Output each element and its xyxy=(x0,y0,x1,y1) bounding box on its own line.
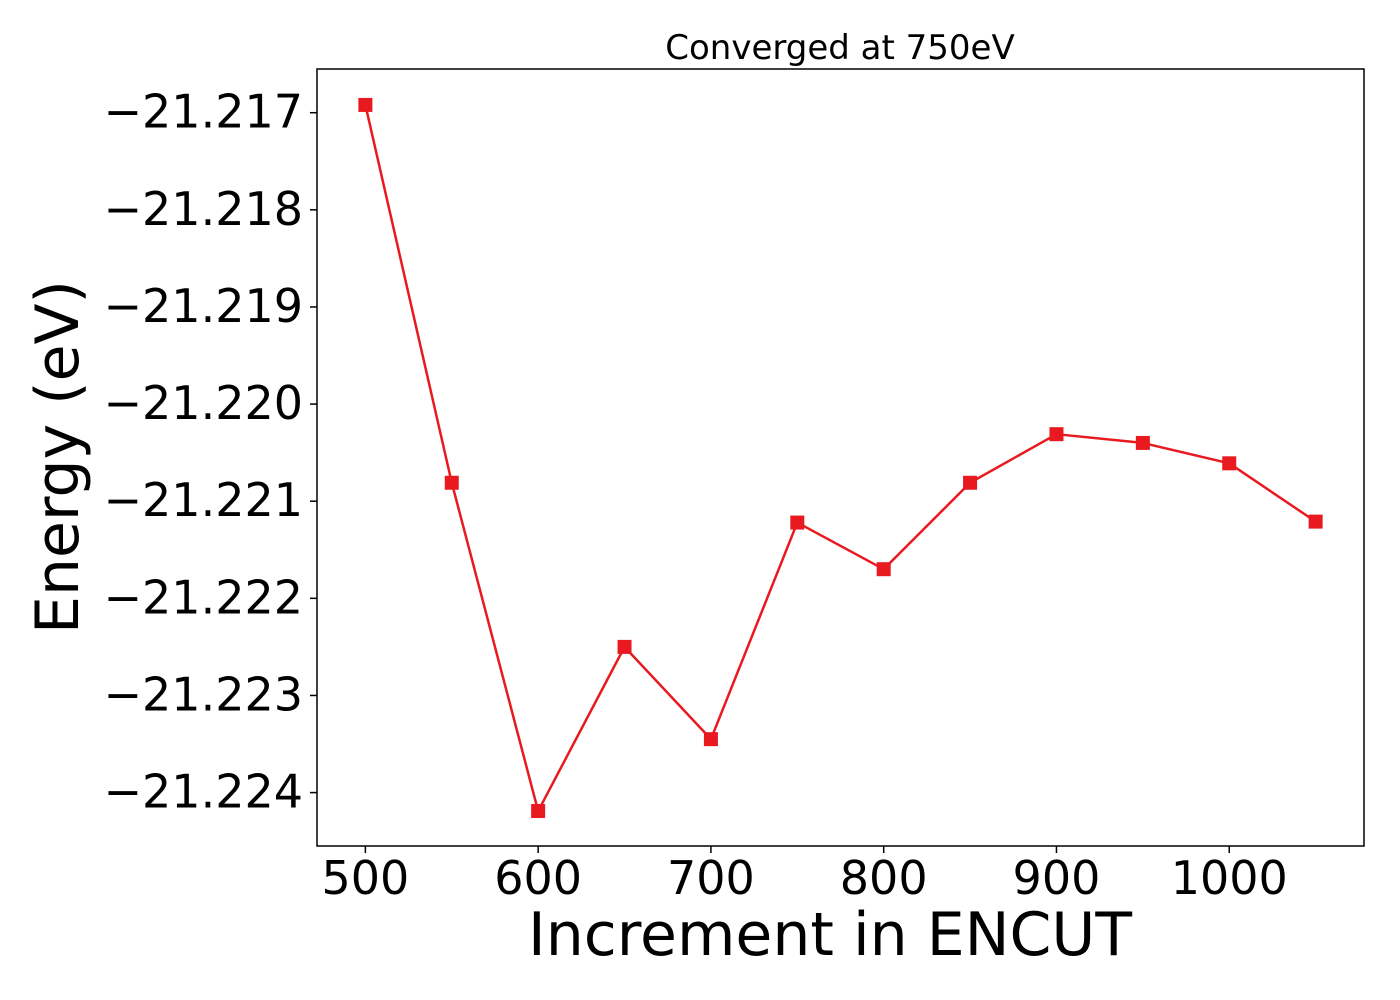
x-axis: 500 600 700 800 900 1000 xyxy=(321,846,1288,905)
data-point-marker xyxy=(1222,456,1237,471)
y-tick-label: −21.219 xyxy=(104,279,304,333)
chart-title: Converged at 750eV xyxy=(665,28,1014,68)
y-tick-label: −21.222 xyxy=(104,570,304,624)
data-point-marker xyxy=(1135,435,1150,450)
data-point-marker xyxy=(790,515,805,530)
series-line xyxy=(364,104,1317,813)
y-axis: −21.217 −21.218 −21.219 −21.220 −21.221 −21.2… xyxy=(104,85,317,819)
plot-series xyxy=(358,97,1323,819)
data-point-marker xyxy=(1049,427,1064,442)
x-tick-label: 900 xyxy=(1013,851,1101,905)
y-tick-label: −21.221 xyxy=(104,473,304,527)
y-tick-label: −21.218 xyxy=(104,182,304,236)
data-point-marker xyxy=(963,475,978,490)
plot-area-frame xyxy=(316,68,1365,847)
y-tick-label: −21.217 xyxy=(104,85,304,139)
y-tick-label: −21.220 xyxy=(104,376,304,430)
x-tick-label: 500 xyxy=(321,851,409,905)
y-tick-label: −21.223 xyxy=(104,667,304,721)
data-point-marker xyxy=(358,97,373,112)
data-point-marker xyxy=(444,475,459,490)
data-point-marker xyxy=(703,732,718,747)
data-point-marker xyxy=(531,804,546,819)
x-axis-label: Increment in ENCUT xyxy=(528,900,1132,970)
y-axis-label: Energy (eV) xyxy=(23,280,93,634)
data-point-marker xyxy=(876,562,891,577)
x-tick-label: 600 xyxy=(494,851,582,905)
data-point-marker xyxy=(617,639,632,654)
x-tick-label: 1000 xyxy=(1171,851,1288,905)
x-tick-label: 700 xyxy=(667,851,755,905)
x-tick-label: 800 xyxy=(840,851,928,905)
data-point-marker xyxy=(1308,514,1323,529)
y-tick-label: −21.224 xyxy=(104,765,304,819)
